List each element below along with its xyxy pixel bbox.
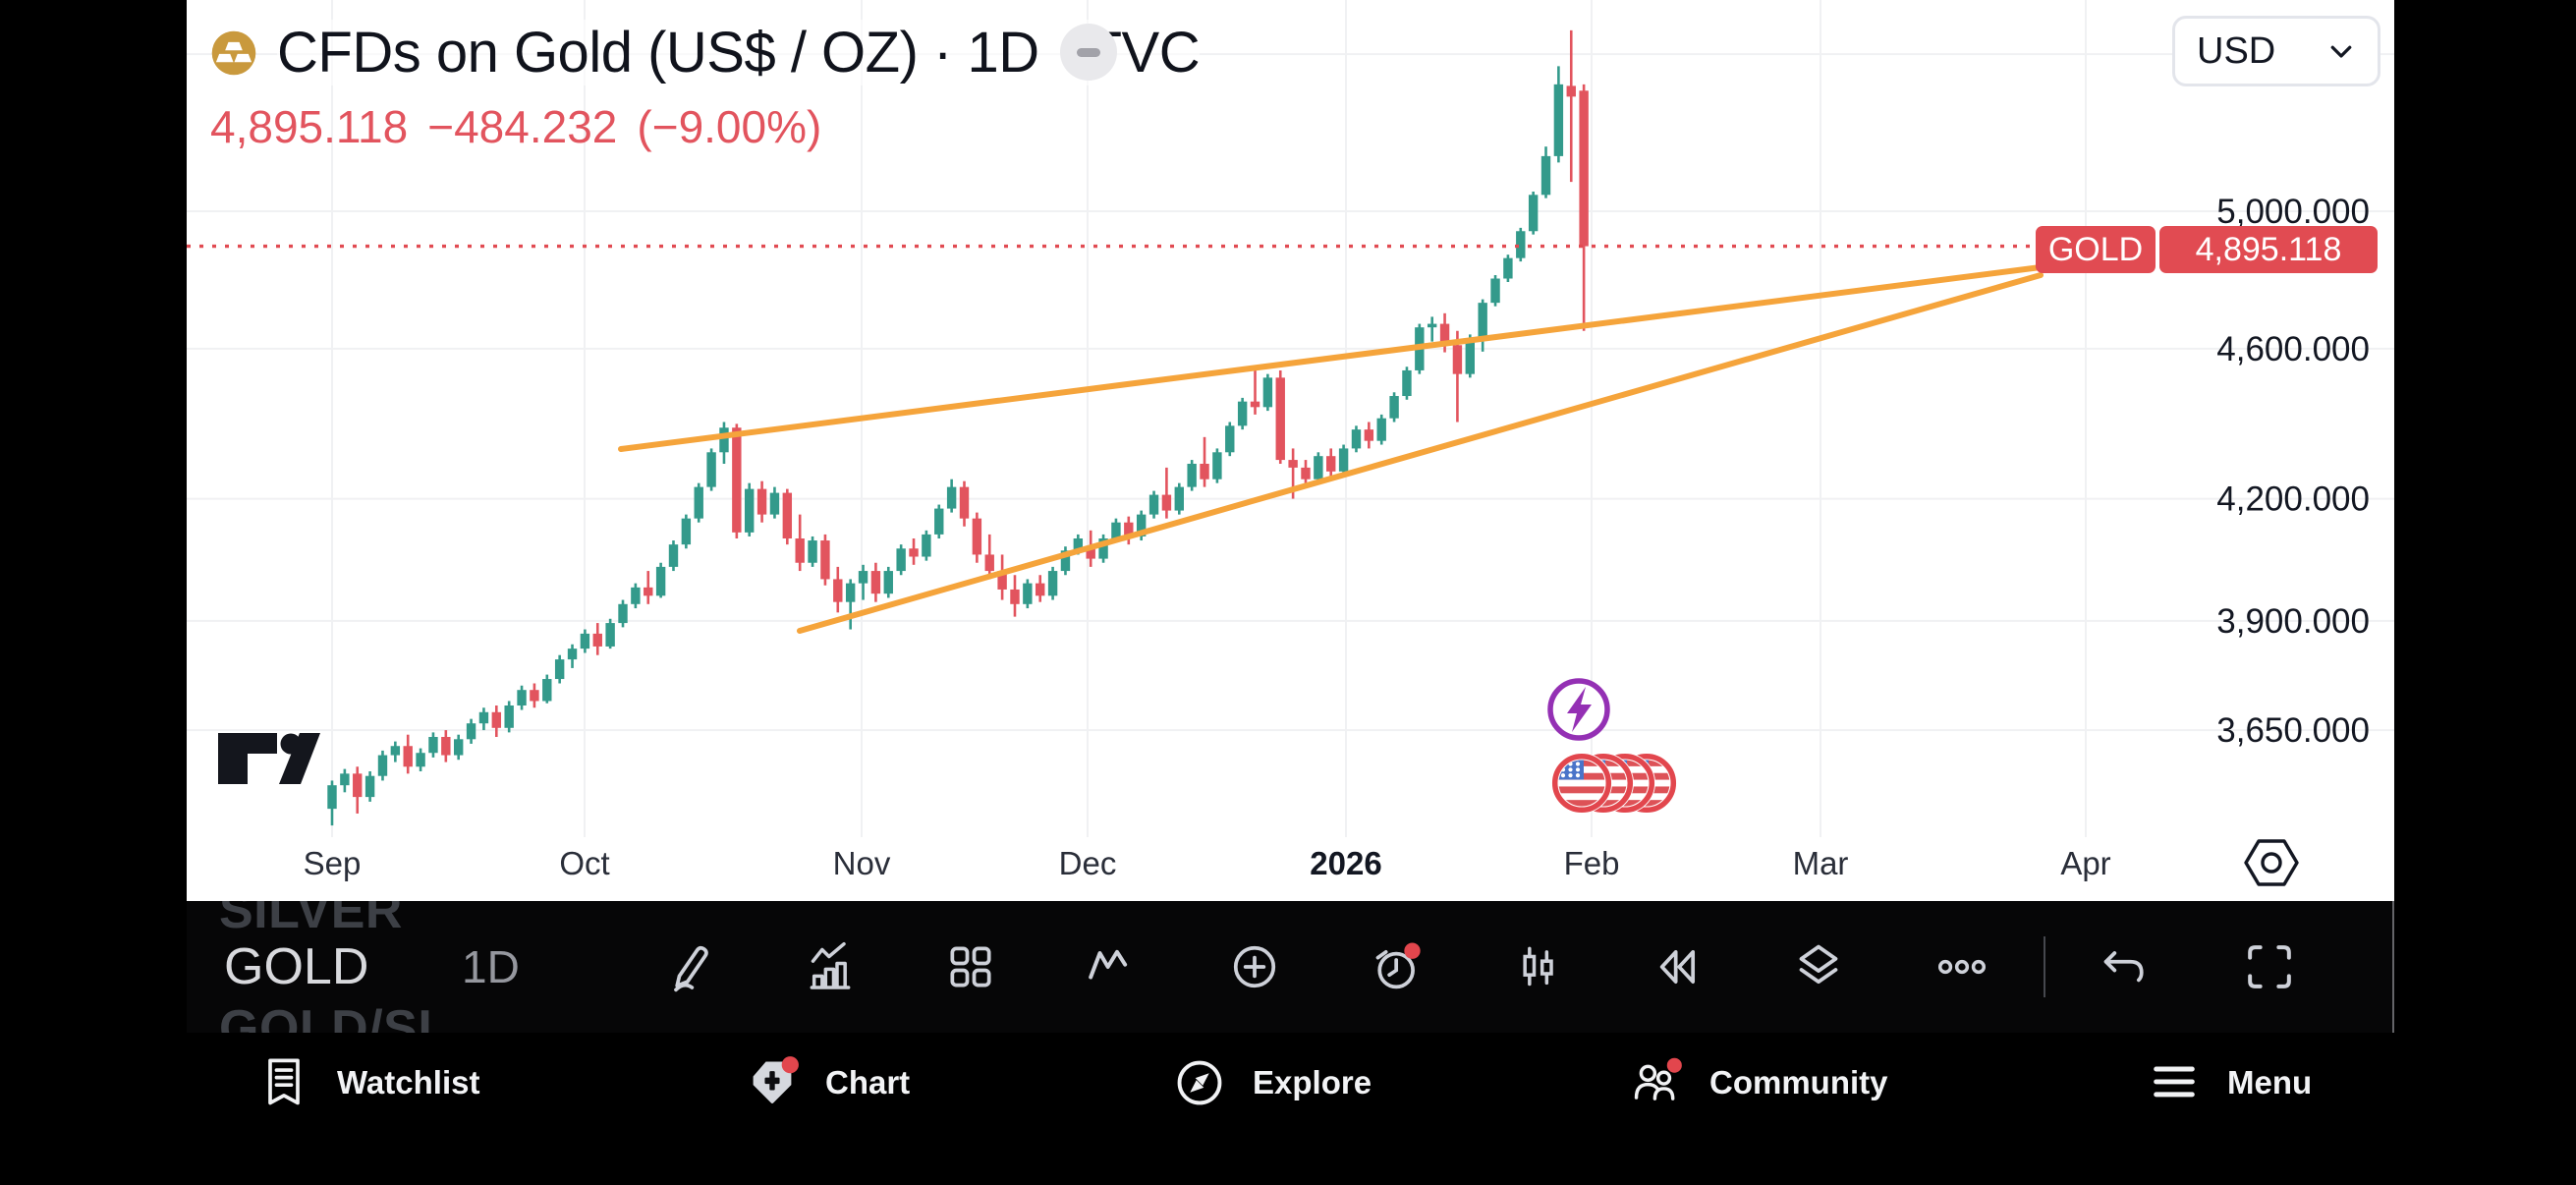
nav-menu[interactable]: Menu xyxy=(2147,1048,2312,1117)
undo-button[interactable] xyxy=(2099,939,2154,994)
svg-text:3,900.000: 3,900.000 xyxy=(2216,602,2370,641)
notification-badge-dot xyxy=(781,1056,799,1074)
add-button[interactable] xyxy=(1227,939,1282,994)
tradingview-pin-icon xyxy=(753,1056,799,1103)
compass-icon xyxy=(1177,1060,1222,1105)
price-label-symbol-badge: GOLD xyxy=(2036,226,2156,273)
nav-watchlist[interactable]: Watchlist xyxy=(256,1048,479,1117)
symbol-title: CFDs on Gold (US$ / OZ) · 1D · TVC xyxy=(277,20,1201,85)
replay-button[interactable] xyxy=(1651,939,1706,994)
axis-settings-icon[interactable] xyxy=(2244,839,2299,886)
svg-text:Oct: Oct xyxy=(559,845,609,881)
price-summary: 4,895.118 −484.232 (−9.00%) xyxy=(210,100,821,153)
nav-label: Explore xyxy=(1253,1064,1372,1100)
chart-type-button[interactable] xyxy=(1510,939,1565,994)
svg-text:Sep: Sep xyxy=(304,845,362,881)
chevron-down-icon xyxy=(2330,45,2352,58)
svg-text:Nov: Nov xyxy=(833,845,891,881)
svg-text:Mar: Mar xyxy=(1793,845,1849,881)
object-tree-button[interactable] xyxy=(1791,939,1846,994)
nav-label: Community xyxy=(1709,1064,1888,1100)
hamburger-icon xyxy=(2154,1066,2195,1098)
undo-arrow-icon xyxy=(2103,951,2144,983)
svg-text:4,600.000: 4,600.000 xyxy=(2216,330,2370,368)
chart-toolbar-strip: SILVER GOLD/SI GOLD 1D xyxy=(187,901,2394,1033)
price-change: −484.232 xyxy=(427,101,618,152)
svg-text:2026: 2026 xyxy=(1310,845,1381,881)
svg-text:4,200.000: 4,200.000 xyxy=(2216,480,2370,519)
more-button[interactable] xyxy=(1934,939,1989,994)
currency-selector[interactable]: USD xyxy=(2172,16,2380,86)
time-axis[interactable]: Sep Oct Nov Dec 2026 Feb Mar Apr xyxy=(304,845,2111,881)
nav-explore[interactable]: Explore xyxy=(1172,1048,1372,1117)
templates-button[interactable] xyxy=(943,939,998,994)
tradingview-watermark-logo xyxy=(218,733,320,784)
chart-panel: Sep Oct Nov Dec 2026 Feb Mar Apr 5,000.000 4,600… xyxy=(187,0,2394,901)
fullscreen-button[interactable] xyxy=(2242,939,2297,994)
pencil-icon xyxy=(674,945,708,992)
toolbar-separator xyxy=(2044,936,2045,997)
last-price: 4,895.118 xyxy=(210,101,409,152)
alarm-clock-icon xyxy=(1375,942,1421,989)
price-axis[interactable]: 5,000.000 4,600.000 4,200.000 3,900.000 3,65… xyxy=(2216,193,2370,750)
svg-text:3,650.000: 3,650.000 xyxy=(2216,711,2370,750)
line-tools-button[interactable] xyxy=(1083,939,1138,994)
trendline-drawings[interactable] xyxy=(618,264,2044,634)
price-label-value-badge: 4,895.118 xyxy=(2159,226,2378,273)
plus-circle-icon xyxy=(1233,945,1276,988)
currency-value: USD xyxy=(2197,29,2276,72)
fullscreen-icon xyxy=(2248,945,2291,988)
event-markers[interactable] xyxy=(1547,678,1677,814)
svg-text:Feb: Feb xyxy=(1564,845,1620,881)
rewind-icon xyxy=(1659,949,1696,985)
bottom-navigation-bar: Watchlist Chart Explore xyxy=(0,1033,2576,1185)
symbol-button[interactable]: GOLD xyxy=(224,938,369,995)
svg-text:Dec: Dec xyxy=(1059,845,1117,881)
zigzag-line-icon xyxy=(1089,949,1128,980)
indicators-icon xyxy=(810,941,851,989)
background-watchlist-symbol-below: GOLD/SI xyxy=(219,1000,433,1033)
people-icon xyxy=(1634,1057,1682,1100)
draw-button[interactable] xyxy=(662,939,717,994)
nav-label: Menu xyxy=(2227,1064,2313,1100)
svg-text:Apr: Apr xyxy=(2060,845,2110,881)
indicators-button[interactable] xyxy=(803,939,858,994)
layers-icon xyxy=(1799,944,1838,985)
symbol-header[interactable]: CFDs on Gold (US$ / OZ) · 1D · TVC xyxy=(208,20,1201,85)
alerts-button[interactable] xyxy=(1368,939,1423,994)
three-dots-icon xyxy=(1937,959,1987,975)
nav-label: Chart xyxy=(825,1064,911,1100)
background-watchlist-symbol-above: SILVER xyxy=(219,901,403,939)
nav-label: Watchlist xyxy=(337,1064,480,1100)
price-change-percent: (−9.00%) xyxy=(637,101,822,152)
watchlist-icon xyxy=(268,1058,300,1105)
svg-text:5,000.000: 5,000.000 xyxy=(2216,193,2370,231)
interval-button[interactable]: 1D xyxy=(462,941,520,992)
gold-coin-icon xyxy=(211,30,256,75)
collapse-legend-button[interactable] xyxy=(1060,24,1117,81)
grid-squares-icon xyxy=(950,946,991,988)
alert-badge-dot xyxy=(1404,942,1421,959)
notification-badge-dot xyxy=(1666,1057,1682,1073)
minus-icon xyxy=(1077,47,1100,57)
candles-icon xyxy=(1523,946,1553,987)
nav-chart[interactable]: Chart xyxy=(745,1048,910,1117)
nav-community[interactable]: Community xyxy=(1629,1048,1888,1117)
